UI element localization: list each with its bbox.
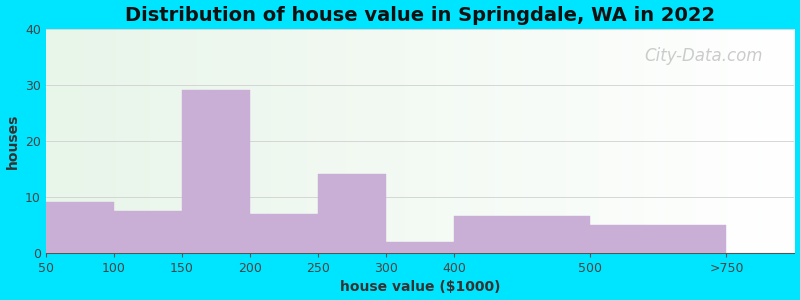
- Bar: [454, 217, 590, 253]
- Bar: [386, 242, 454, 253]
- Text: City-Data.com: City-Data.com: [645, 47, 763, 65]
- Title: Distribution of house value in Springdale, WA in 2022: Distribution of house value in Springdal…: [125, 6, 715, 25]
- Bar: [182, 91, 250, 253]
- Y-axis label: houses: houses: [6, 113, 19, 169]
- Bar: [114, 211, 182, 253]
- Bar: [46, 202, 114, 253]
- Bar: [590, 225, 726, 253]
- Bar: [250, 214, 318, 253]
- X-axis label: house value ($1000): house value ($1000): [340, 280, 500, 294]
- Bar: [318, 175, 386, 253]
